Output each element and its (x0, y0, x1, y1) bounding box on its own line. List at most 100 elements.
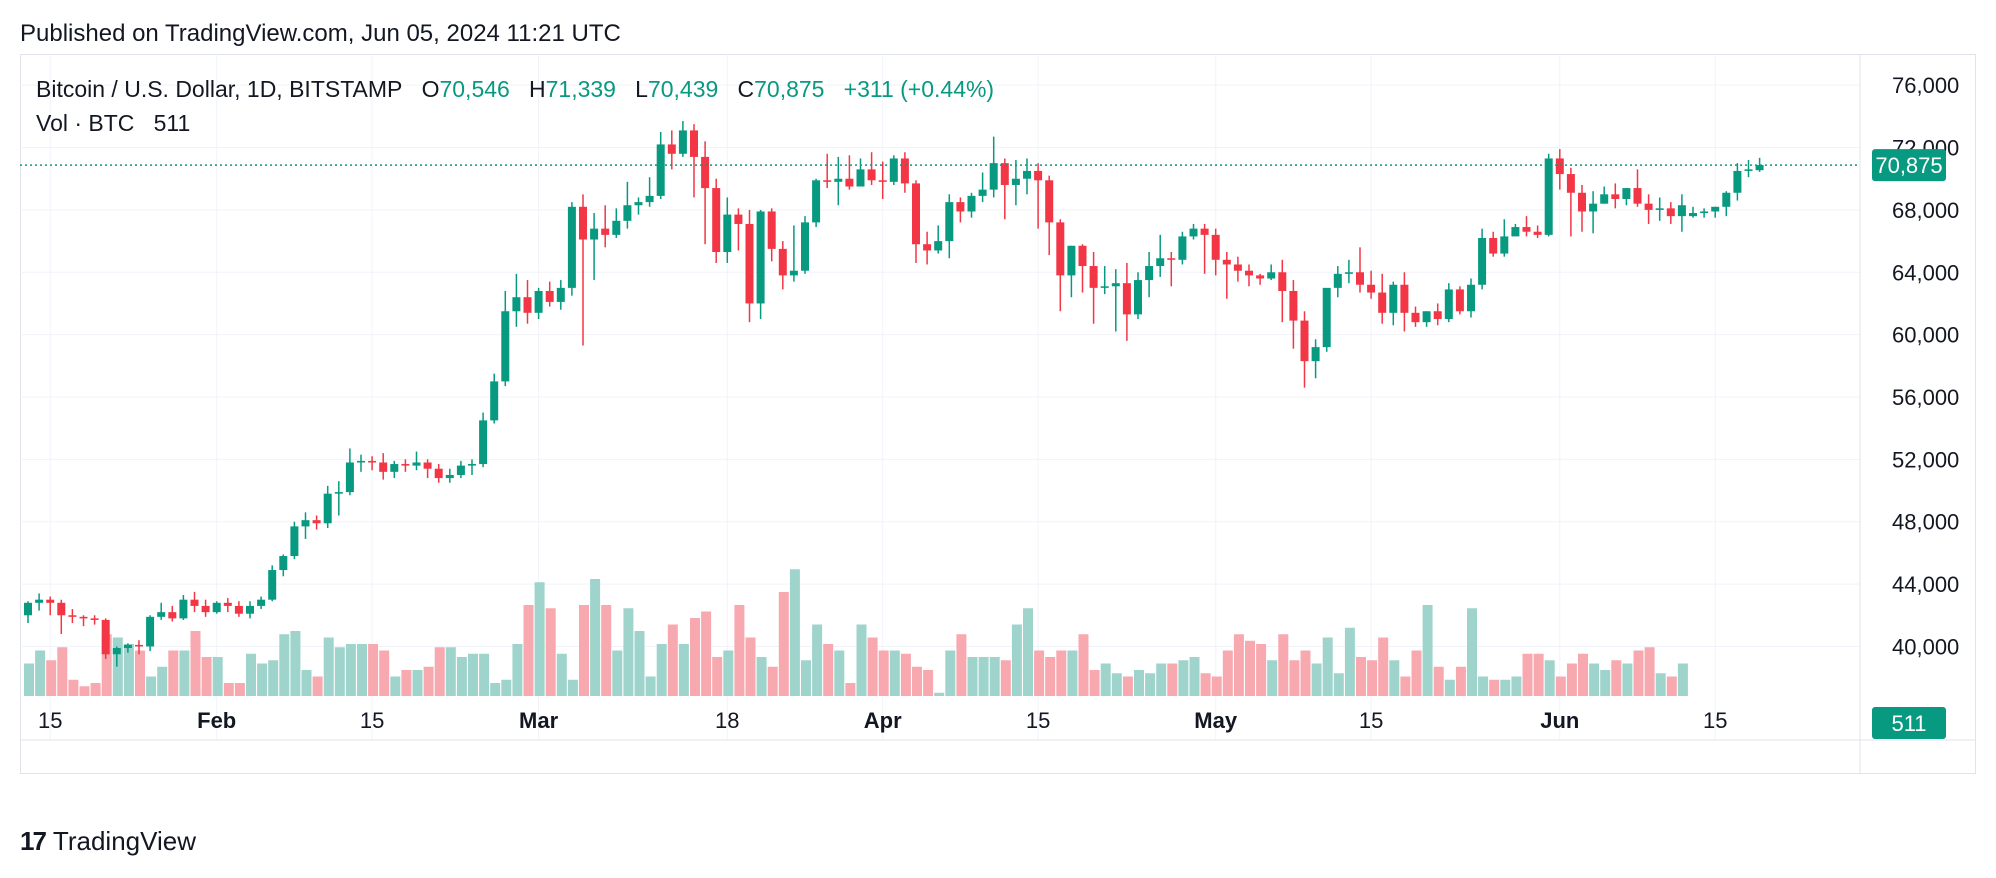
candle (123, 643, 132, 653)
volume-bar (579, 605, 589, 696)
candle (268, 565, 277, 602)
volume-bar (1233, 634, 1244, 696)
volume-bar (24, 663, 34, 696)
candle (945, 194, 954, 259)
candle-body (978, 189, 987, 196)
candle (1522, 216, 1531, 237)
tradingview-brand[interactable]: 17 TradingView (20, 826, 196, 857)
candle-body (190, 599, 199, 606)
volume-bar (79, 686, 90, 696)
candle-body (823, 180, 832, 182)
candle (223, 598, 232, 613)
candle-body (90, 618, 99, 620)
volume-legend-label: Vol · BTC (36, 110, 135, 136)
candle-body (1555, 158, 1564, 175)
volume-legend-value: 511 (153, 110, 191, 136)
candle-body (46, 599, 55, 603)
candle (323, 485, 332, 528)
candle (1056, 219, 1065, 312)
volume-bar (1034, 650, 1045, 696)
volume-bar (634, 631, 645, 696)
volume-bar (1278, 634, 1289, 696)
volume-bar (878, 650, 889, 696)
candle-body (1011, 178, 1020, 185)
candle-body (79, 616, 88, 619)
candle (1677, 194, 1686, 232)
candle-body (401, 464, 410, 466)
volume-bar (201, 657, 212, 696)
price-tick-label: 48,000 (1892, 510, 1959, 535)
candle (24, 601, 32, 624)
candle (434, 464, 443, 483)
candle-body (1211, 234, 1220, 260)
candle (135, 640, 143, 655)
volume-bar (612, 650, 623, 696)
volume-bar (1655, 673, 1666, 696)
volume-bar (1189, 657, 1200, 696)
time-axis: 15 Feb 15 Mar 18 Apr 15 May 15 Jun 15 (38, 708, 1727, 733)
candle (57, 599, 66, 634)
candle (756, 209, 765, 320)
volume-bar (1378, 637, 1389, 696)
candle (667, 130, 676, 170)
candle (801, 216, 809, 274)
candle (1467, 278, 1475, 318)
candle (1478, 228, 1487, 290)
volume-bar (1433, 666, 1444, 696)
volume-bar (545, 608, 556, 696)
price-chart[interactable]: 40,000 44,000 48,000 52,000 56,000 60,000 64,0… (20, 54, 1976, 774)
legend-close-label: C (737, 76, 755, 102)
time-tick-label: Mar (519, 708, 559, 733)
candle-body (701, 156, 710, 189)
candle (157, 602, 166, 620)
candle-body (801, 222, 809, 271)
candle (823, 153, 832, 189)
candle-body (767, 211, 776, 249)
candle-body (1400, 284, 1409, 313)
candle-body (1111, 283, 1120, 287)
legend-high: 71,339 (545, 76, 616, 102)
candle (46, 596, 55, 616)
time-tick-label: 15 (1359, 708, 1383, 733)
volume-bar (1211, 676, 1222, 696)
candle-body (1067, 245, 1076, 276)
candle (1433, 303, 1442, 326)
candle (545, 281, 554, 307)
candle (1333, 266, 1342, 298)
candle (112, 646, 121, 667)
volume-bar (1078, 634, 1089, 696)
candle (678, 121, 687, 157)
candle (1500, 219, 1509, 257)
volume-bar (623, 608, 634, 696)
candle-body (1300, 320, 1309, 362)
candle (845, 155, 854, 190)
volume-bar (534, 582, 545, 696)
price-tick-label: 52,000 (1892, 447, 1959, 472)
candle-body (1711, 206, 1720, 212)
volume-bar (345, 644, 356, 696)
candle (35, 593, 44, 611)
candle-body (24, 602, 32, 616)
volume-bar (323, 637, 334, 696)
candle-body (1467, 284, 1475, 312)
candle-body (667, 144, 676, 154)
candle-body (778, 248, 787, 276)
volume-bar (368, 644, 379, 696)
candle (556, 280, 565, 310)
volume-bar (1056, 650, 1067, 696)
volume-bar (479, 653, 490, 696)
candle (1511, 223, 1520, 237)
candle (856, 158, 865, 187)
candle-body (368, 460, 377, 463)
candle-body (1522, 227, 1531, 232)
candle (1633, 169, 1642, 207)
volume-bar (35, 650, 46, 696)
candle-body (379, 462, 388, 472)
candle (1555, 149, 1564, 190)
candle (989, 136, 998, 198)
ohlc-legend: Bitcoin / U.S. Dollar, 1D, BITSTAMP O70,… (36, 76, 994, 103)
candle (401, 459, 410, 472)
candle-body (1478, 237, 1487, 285)
candle (345, 448, 354, 496)
volume-bar (567, 679, 578, 696)
